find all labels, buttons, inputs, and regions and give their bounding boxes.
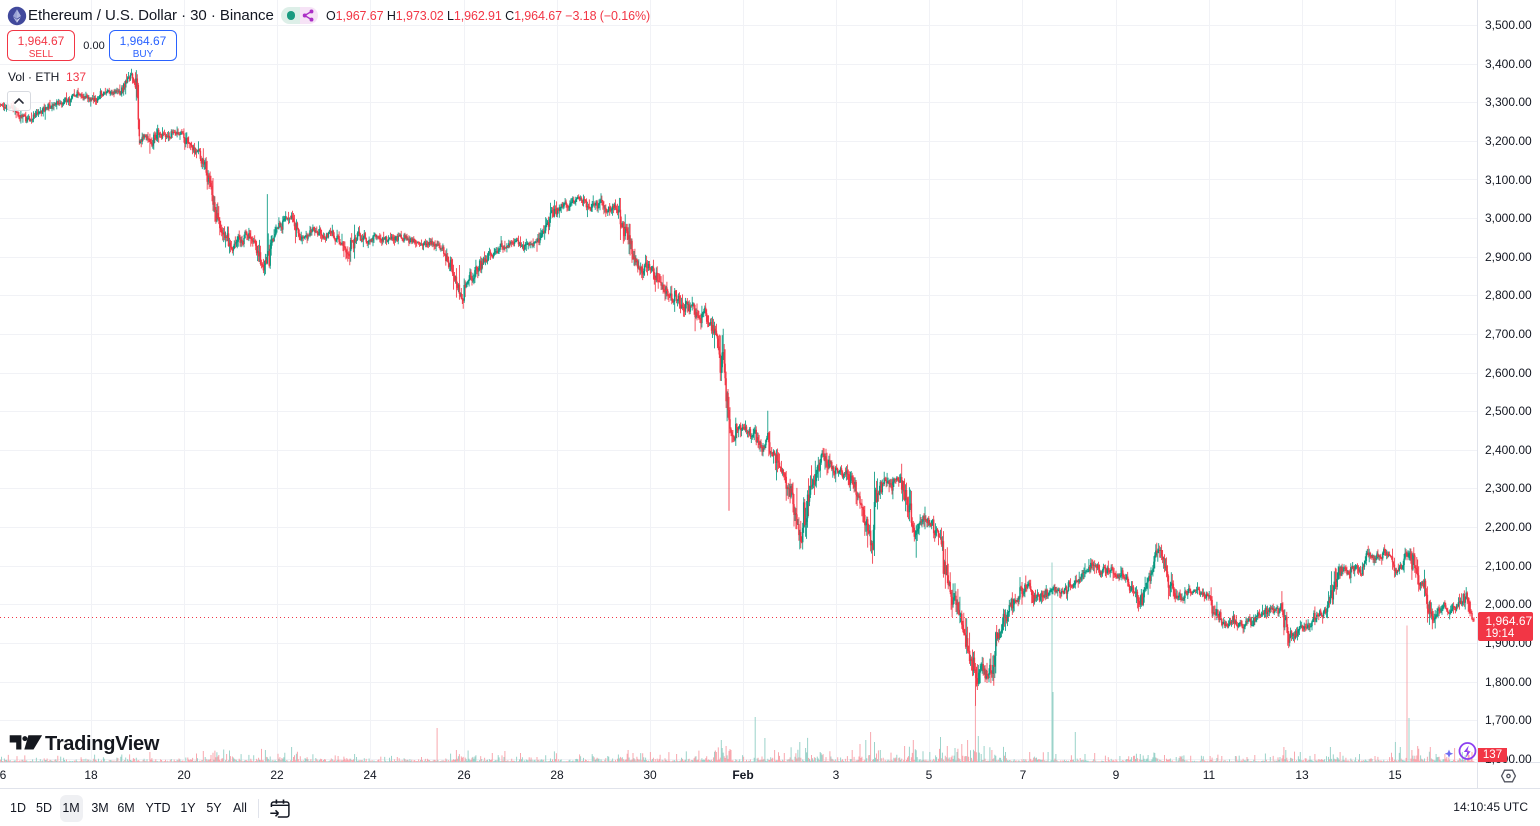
svg-text:TradingView: TradingView: [45, 733, 160, 755]
